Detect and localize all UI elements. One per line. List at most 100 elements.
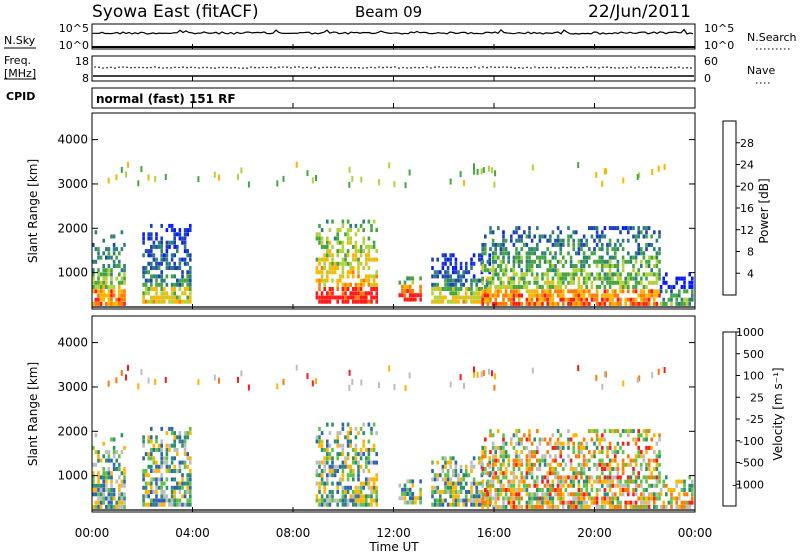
- velocity-echo-cell: [102, 483, 105, 488]
- power-echo-cell: [665, 272, 668, 277]
- power-echo-cell: [608, 259, 612, 264]
- velocity-echo-cell: [176, 447, 179, 452]
- power-echo-cell: [444, 287, 447, 291]
- power-echo-cell: [160, 295, 163, 300]
- velocity-echo-cell: [543, 458, 547, 463]
- power-echo-cell: [601, 293, 604, 298]
- power-echo-cell: [533, 259, 536, 264]
- power-echo-cell: [575, 297, 578, 302]
- power-echo-cell: [441, 299, 445, 304]
- velocity-echo-cell: [354, 502, 358, 507]
- power-echo-cell: [632, 301, 635, 306]
- power-echo-cell: [331, 244, 334, 249]
- power-echo-cell: [559, 293, 562, 298]
- velocity-echo-cell: [691, 488, 694, 492]
- velocity-echo-cell: [94, 488, 98, 492]
- power-echo-cell: [637, 268, 640, 273]
- velocity-echo-cell: [318, 435, 321, 440]
- velocity-echo-cell: [536, 475, 539, 480]
- nave-dot: [418, 67, 420, 69]
- power-echo-cell: [170, 223, 174, 228]
- velocity-echo-cell: [470, 490, 473, 494]
- nave-dot: [466, 67, 468, 69]
- velocity-echo-cell: [107, 504, 111, 509]
- power-echo-cell: [375, 299, 378, 304]
- velocity-echo-cell: [97, 488, 100, 492]
- velocity-echo-cell: [155, 464, 158, 469]
- nave-dot: [278, 66, 280, 68]
- velocity-echo-cell: [645, 504, 648, 509]
- power-echo-cell: [497, 301, 500, 306]
- power-echo-cell: [481, 280, 484, 285]
- velocity-echo-cell: [562, 504, 565, 509]
- power-echo-cell: [446, 270, 450, 275]
- velocity-echo-cell: [320, 494, 324, 499]
- power-echo-cell: [367, 257, 371, 262]
- power-echo-cell: [439, 287, 442, 291]
- power-echo-cell: [667, 297, 671, 302]
- power-echo-cell: [436, 282, 439, 287]
- power-echo-cell: [585, 280, 588, 285]
- power-echo-cell: [484, 251, 487, 256]
- velocity-echo-cell: [634, 437, 638, 442]
- velocity-echo-cell: [481, 500, 484, 505]
- velocity-echo-cell: [354, 443, 358, 448]
- power-echo-cell: [352, 295, 355, 300]
- power-echo-cell: [186, 287, 189, 291]
- velocity-echo-cell: [331, 473, 334, 478]
- velocity-echo-cell: [616, 441, 620, 446]
- power-echo-cell: [472, 295, 476, 300]
- velocity-echo-cell: [658, 475, 661, 480]
- power-echo-cell: [328, 228, 332, 233]
- velocity-echo-cell: [173, 494, 176, 499]
- freq-label-2: [MHz]: [4, 67, 36, 80]
- velocity-echo-cell: [189, 481, 192, 486]
- velocity-echo-cell: [357, 477, 360, 482]
- velocity-echo-cell: [497, 445, 500, 450]
- velocity-echo-cell: [183, 439, 187, 444]
- power-echo-cell: [315, 236, 319, 241]
- power-echo-cell: [520, 285, 523, 289]
- power-echo-cell: [642, 234, 646, 239]
- x-tick-label: 20:00: [577, 526, 612, 540]
- velocity-echo-cell: [619, 475, 622, 480]
- velocity-echo-cell: [559, 433, 562, 438]
- velocity-echo-cell: [165, 456, 169, 461]
- nave-dot: [274, 67, 276, 69]
- power-echo-cell: [365, 291, 368, 296]
- velocity-echo-cell: [530, 496, 534, 501]
- nave-dot: [322, 66, 324, 69]
- power-echo-cell: [577, 297, 581, 302]
- velocity-echo-cell: [176, 498, 179, 503]
- velocity-echo-cell: [634, 504, 638, 509]
- velocity-echo-cell: [541, 475, 544, 480]
- velocity-echo-cell: [444, 460, 447, 465]
- velocity-echo-cell: [497, 504, 500, 509]
- velocity-echo-cell: [515, 488, 518, 492]
- velocity-echo-cell: [240, 370, 243, 377]
- velocity-echo-cell: [155, 460, 158, 465]
- velocity-echo-cell: [575, 467, 578, 471]
- velocity-echo-cell: [582, 467, 586, 471]
- velocity-echo-cell: [484, 445, 487, 450]
- power-echo-cell: [525, 255, 529, 260]
- power-echo-cell: [541, 276, 544, 281]
- power-echo-cell: [585, 259, 588, 264]
- velocity-echo-cell: [165, 477, 169, 482]
- velocity-echo-cell: [467, 473, 471, 478]
- power-echo-cell: [401, 284, 404, 289]
- velocity-echo-cell: [436, 477, 439, 482]
- power-echo-cell: [147, 232, 150, 237]
- power-echo-cell: [536, 285, 539, 289]
- power-echo-cell: [562, 280, 565, 285]
- power-echo-cell: [349, 282, 352, 287]
- power-echo-cell: [481, 268, 484, 273]
- velocity-echo-cell: [653, 483, 656, 488]
- velocity-echo-cell: [105, 504, 108, 509]
- power-echo-cell: [403, 297, 407, 302]
- velocity-echo-cell: [658, 437, 661, 442]
- nave-dot: [110, 66, 112, 69]
- power-echo-cell: [349, 295, 352, 300]
- power-echo-cell: [491, 238, 495, 243]
